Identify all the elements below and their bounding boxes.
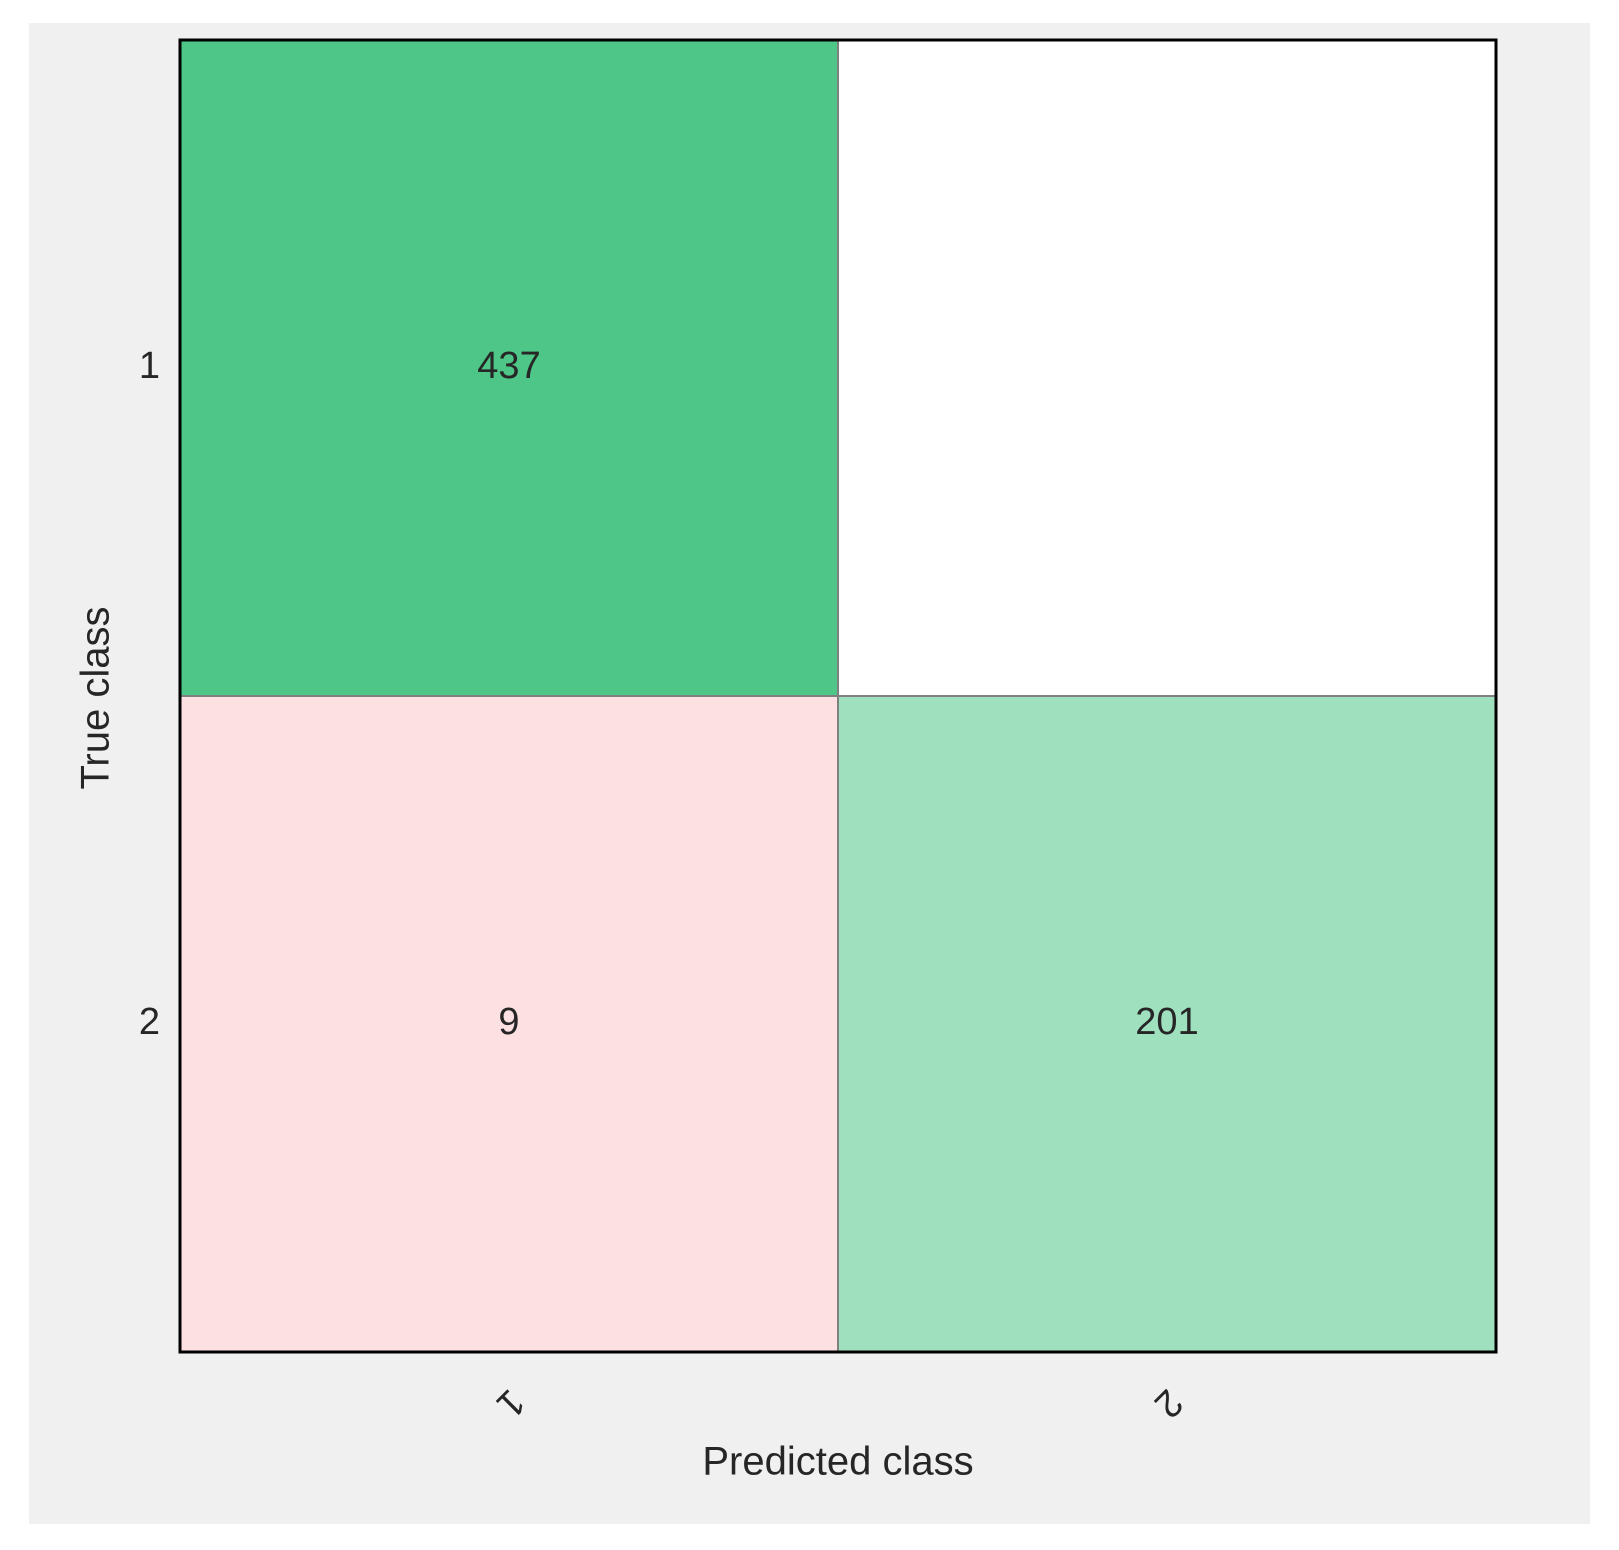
plot-border: [178, 38, 1498, 1354]
x-axis-label: Predicted class: [702, 1440, 973, 1484]
cell-label: 9: [498, 1001, 519, 1043]
y-tick-label: 2: [139, 1001, 160, 1043]
cell-label: 201: [1135, 1001, 1198, 1043]
cell: [837, 695, 1497, 1353]
cell: [179, 39, 839, 697]
empty-cell: [837, 39, 1497, 697]
y-axis-label: True class: [74, 606, 118, 789]
cell-label: 437: [477, 345, 540, 387]
cell: [179, 695, 839, 1353]
y-tick-label: 1: [139, 345, 160, 387]
